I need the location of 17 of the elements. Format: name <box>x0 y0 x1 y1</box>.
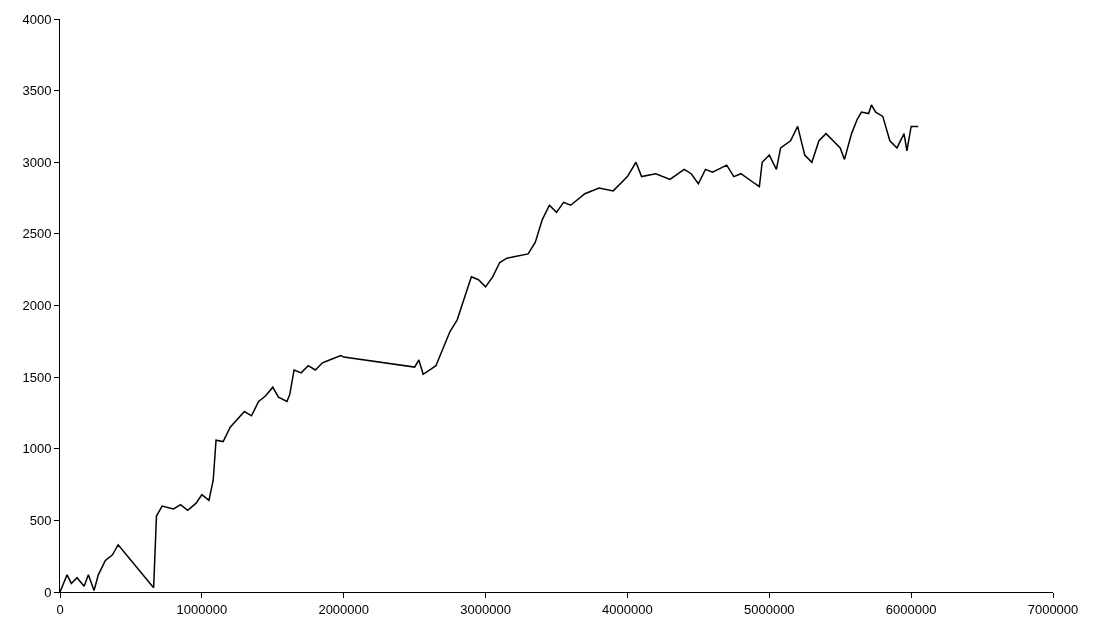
x-tick-label: 4000000 <box>602 601 653 617</box>
y-tick-label: 500 <box>29 512 52 528</box>
x-tick-label: 2000000 <box>318 601 370 617</box>
y-tick-label: 1000 <box>22 441 52 457</box>
x-tick-label: 0 <box>56 601 64 617</box>
x-tick-label: 7000000 <box>1027 601 1079 617</box>
y-tick-label: 2000 <box>22 298 52 314</box>
x-tick-label: 3000000 <box>460 601 511 617</box>
y-tick-label: 2500 <box>22 226 52 242</box>
y-tick-label: 1500 <box>22 369 52 385</box>
x-tick-label: 1000000 <box>176 601 228 617</box>
y-tick-label: 0 <box>44 584 52 600</box>
y-tick-label: 3500 <box>22 83 52 99</box>
x-tick-label: 6000000 <box>885 601 937 617</box>
y-tick-label: 4000 <box>22 11 52 27</box>
y-tick-label: 3000 <box>22 154 52 170</box>
x-tick-label: 5000000 <box>743 601 795 617</box>
